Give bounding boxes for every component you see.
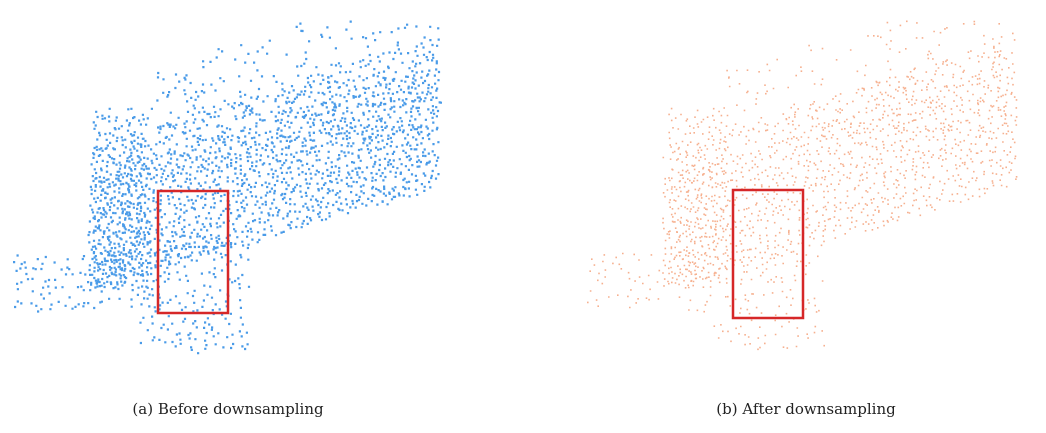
caption: (a) Before downsampling [132,400,324,418]
caption: (b) After downsampling [716,400,896,418]
figure: (a) Before downsampling (b) After downsa… [0,0,1046,429]
